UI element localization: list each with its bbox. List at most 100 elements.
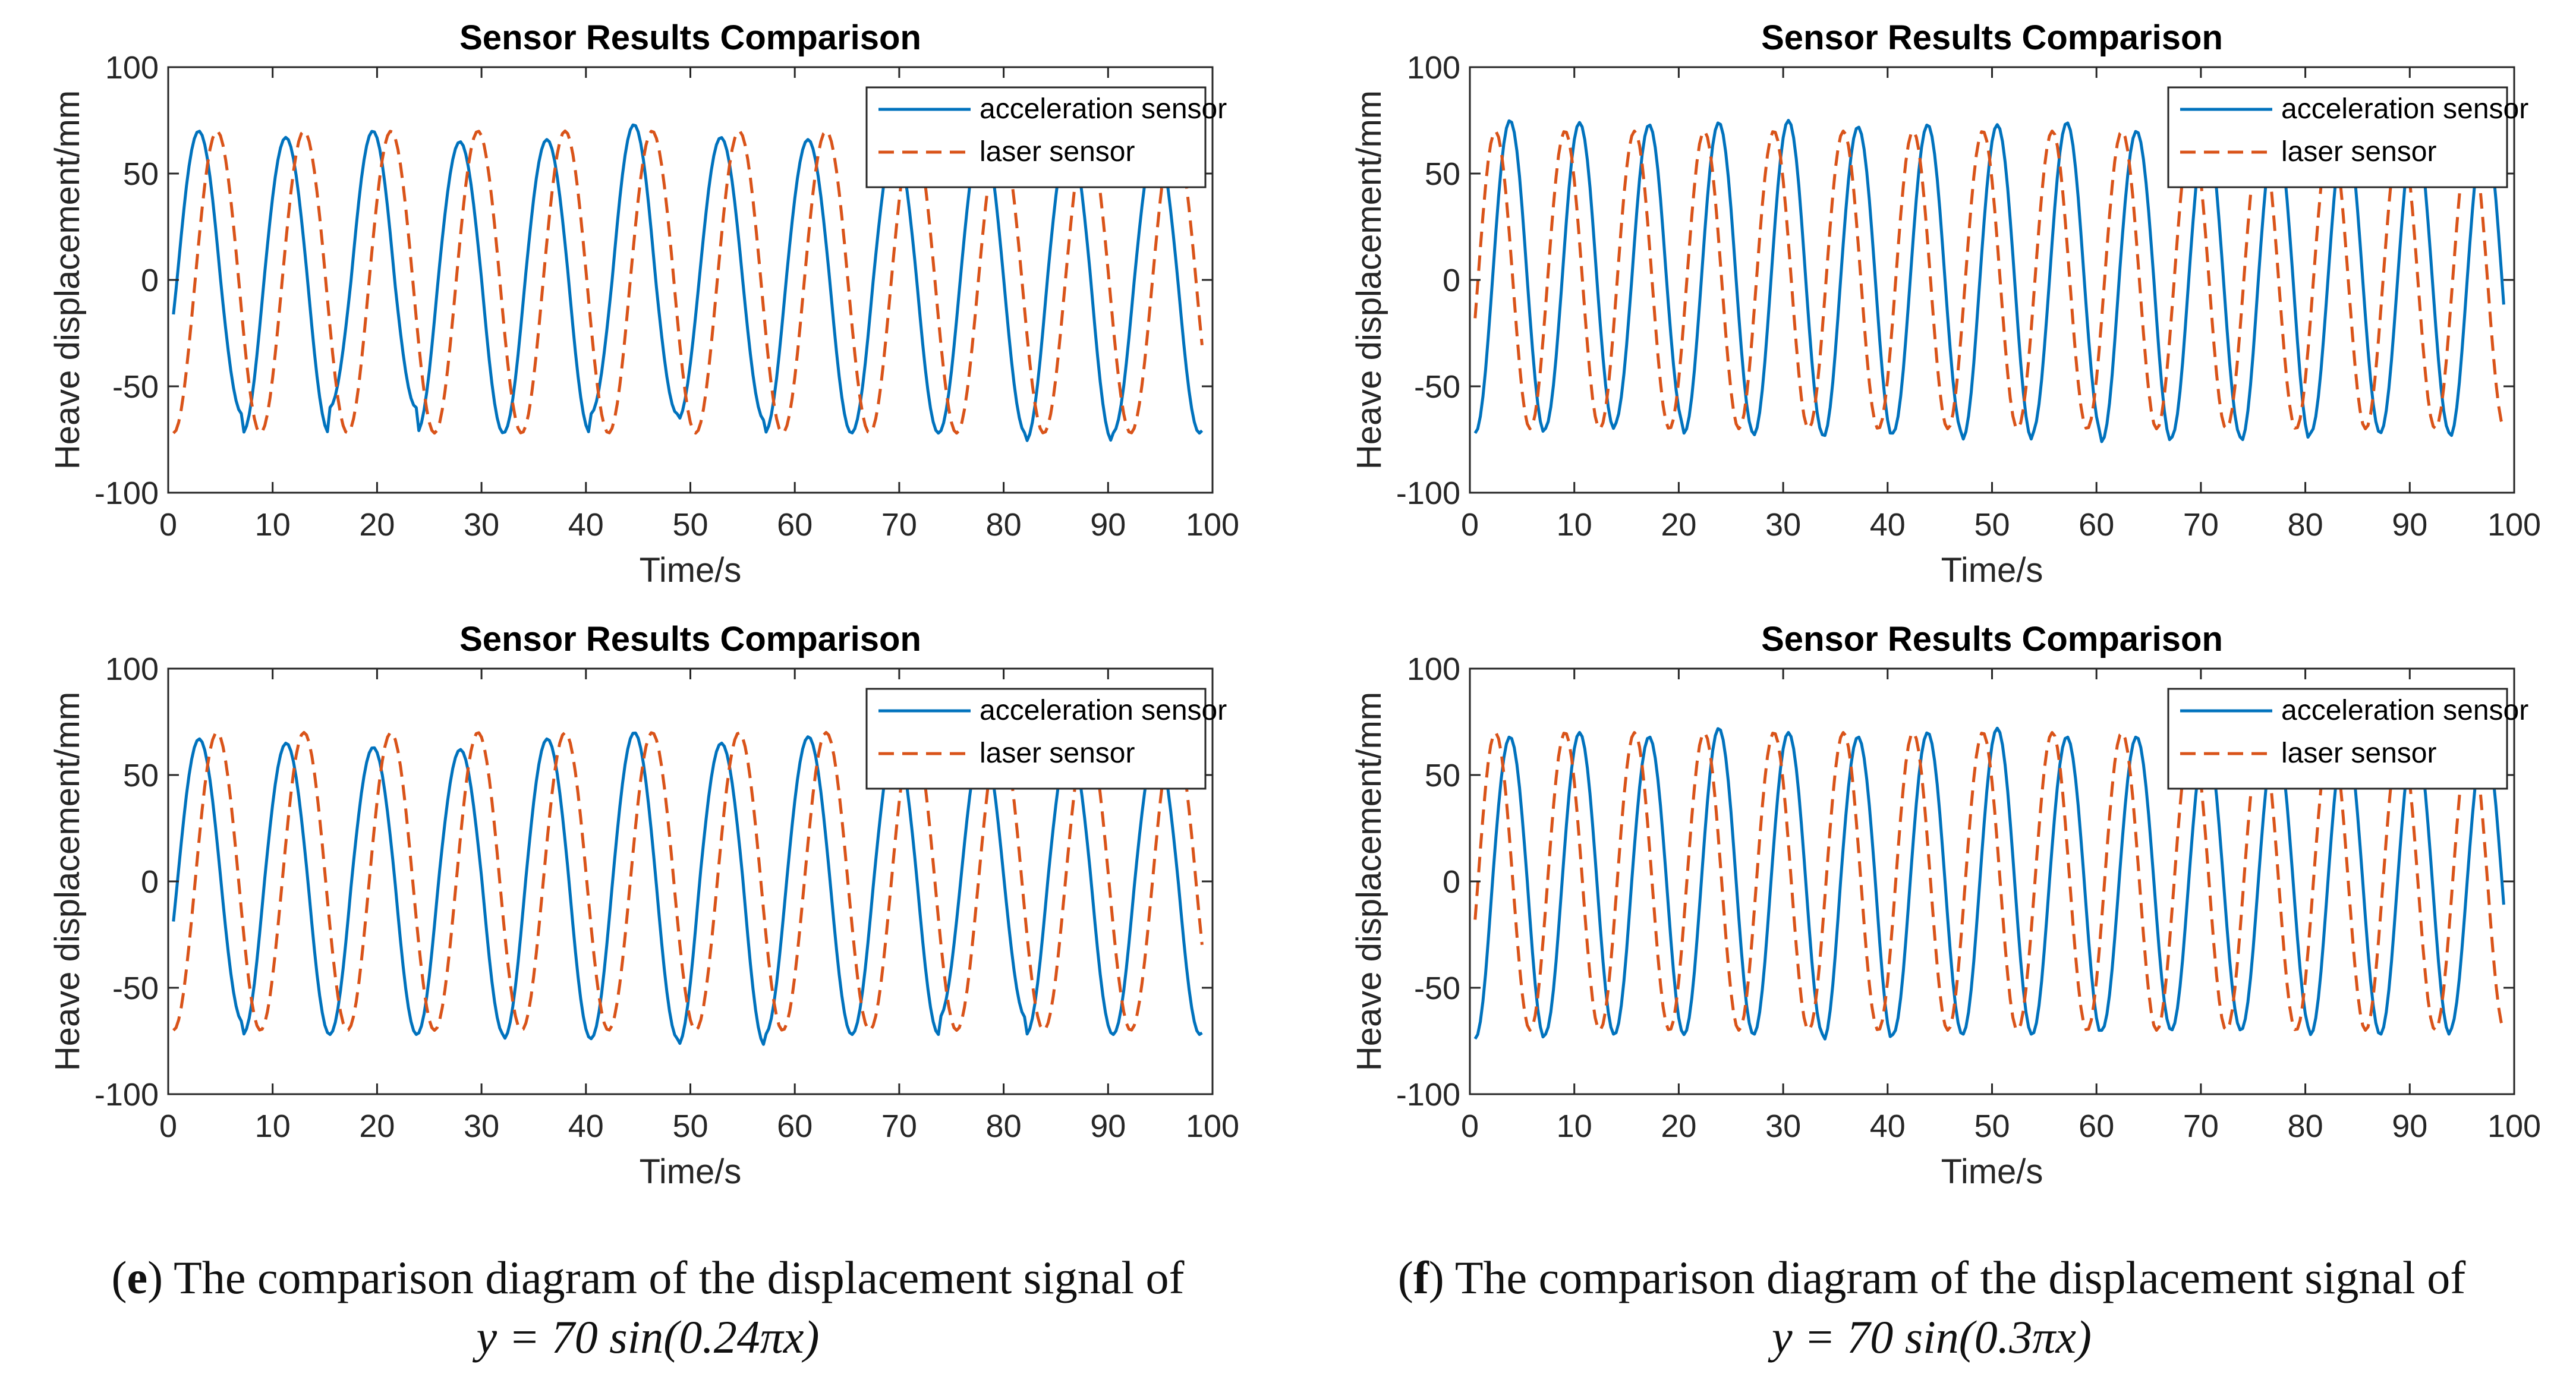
x-tick-label: 70 [2183, 507, 2219, 543]
x-tick-label: 0 [159, 507, 177, 543]
caption-f-text: ) The comparison diagram of the displace… [1428, 1252, 2466, 1303]
y-tick-label: 100 [1407, 651, 1460, 687]
y-tick-label: 0 [141, 864, 159, 900]
legend: acceleration sensor laser sensor [865, 688, 1227, 790]
legend-label: laser sensor [980, 136, 1135, 168]
y-tick-label: 100 [105, 50, 159, 86]
x-tick-label: 30 [1765, 1108, 1801, 1144]
y-tick-label: -100 [1396, 1077, 1460, 1113]
legend-label: laser sensor [2281, 136, 2436, 168]
y-tick-label: 50 [1425, 156, 1460, 192]
x-axis-label: Time/s [1941, 551, 2043, 590]
legend-label: laser sensor [2281, 738, 2436, 769]
x-tick-label: 50 [1974, 1108, 2010, 1144]
x-tick-label: 100 [2487, 1108, 2541, 1144]
laser-sensor-line [172, 129, 1204, 435]
laser-sensor-line [1473, 731, 2505, 1032]
x-tick-label: 80 [986, 1108, 1022, 1144]
laser-sensor-line [172, 730, 1204, 1032]
legend: acceleration sensor laser sensor [2167, 86, 2528, 188]
y-tick-label: -50 [112, 971, 159, 1006]
series-group [172, 730, 1204, 1046]
caption-e-line1: (e) The comparison diagram of the displa… [6, 1248, 1290, 1308]
x-tick-label: 90 [2392, 1108, 2427, 1144]
y-tick-label: -100 [95, 475, 159, 511]
y-tick-label: 0 [141, 263, 159, 298]
y-tick-label: 100 [105, 651, 159, 687]
x-tick-label: 100 [1186, 507, 1239, 543]
x-tick-label: 40 [568, 1108, 604, 1144]
acceleration-sensor-line [172, 731, 1203, 1046]
caption-e-prefix: ( [111, 1252, 127, 1303]
x-tick-label: 20 [1661, 507, 1696, 543]
laser-sensor-line [1473, 130, 2505, 430]
y-tick-label: 50 [123, 758, 159, 793]
series-group [1473, 119, 2505, 443]
legend: acceleration sensor laser sensor [865, 86, 1227, 188]
x-axis-label: Time/s [640, 1152, 742, 1191]
y-tick-label: -50 [1414, 971, 1460, 1006]
series-group [1473, 726, 2505, 1041]
caption-f: (f) The comparison diagram of the displa… [1290, 1248, 2574, 1367]
chart-f-bottom: 0 10 20 30 40 50 60 70 80 90 100 -100 -50 0 50 100 Senso… [1350, 620, 2541, 1191]
x-tick-label: 30 [464, 507, 499, 543]
x-tick-label: 100 [2487, 507, 2541, 543]
chart-title: Sensor Results Comparison [1761, 18, 2223, 57]
y-tick-label: -50 [1414, 369, 1460, 405]
x-tick-label: 10 [1557, 1108, 1592, 1144]
y-tick-label: -100 [95, 1077, 159, 1113]
y-tick-label: -50 [112, 369, 159, 405]
legend-box [2167, 86, 2508, 188]
legend-box [865, 86, 1207, 188]
x-tick-label: 0 [1461, 1108, 1479, 1144]
caption-e: (e) The comparison diagram of the displa… [6, 1248, 1290, 1367]
chart-title: Sensor Results Comparison [459, 620, 921, 659]
chart-f-top: 0 10 20 30 40 50 60 70 80 90 100 -100 -50 0 50 100 Senso… [1350, 18, 2541, 590]
legend-label: acceleration sensor [2281, 695, 2528, 726]
x-tick-label: 20 [359, 1108, 395, 1144]
caption-f-line1: (f) The comparison diagram of the displa… [1290, 1248, 2574, 1308]
x-tick-label: 40 [1870, 1108, 1906, 1144]
chart-title: Sensor Results Comparison [1761, 620, 2223, 659]
x-tick-label: 60 [2079, 1108, 2114, 1144]
x-tick-label: 40 [568, 507, 604, 543]
x-tick-label: 100 [1186, 1108, 1239, 1144]
chart-e-bottom: 0 10 20 30 40 50 60 70 80 90 100 -100 -50 0 50 100 Senso… [48, 620, 1239, 1191]
caption-f-letter: f [1413, 1252, 1429, 1303]
x-axis-label: Time/s [640, 551, 742, 590]
x-tick-label: 50 [1974, 507, 2010, 543]
y-tick-label: -100 [1396, 475, 1460, 511]
x-tick-label: 30 [464, 1108, 499, 1144]
legend: acceleration sensor laser sensor [2167, 688, 2528, 790]
x-tick-label: 80 [986, 507, 1022, 543]
caption-e-letter: e [127, 1252, 148, 1303]
x-tick-label: 70 [881, 507, 917, 543]
caption-f-formula: y = 70 sin(0.3πx) [1772, 1311, 2092, 1363]
x-tick-label: 60 [777, 1108, 813, 1144]
acceleration-sensor-line [172, 123, 1204, 442]
x-tick-label: 70 [2183, 1108, 2219, 1144]
legend-label: laser sensor [980, 738, 1135, 769]
x-tick-label: 40 [1870, 507, 1906, 543]
y-tick-label: 0 [1443, 263, 1460, 298]
x-tick-label: 30 [1765, 507, 1801, 543]
caption-e-formula: y = 70 sin(0.24πx) [476, 1311, 820, 1363]
x-tick-label: 60 [2079, 507, 2114, 543]
x-tick-label: 90 [2392, 507, 2427, 543]
legend-box [865, 688, 1207, 790]
x-tick-label: 0 [1461, 507, 1479, 543]
x-tick-label: 70 [881, 1108, 917, 1144]
legend-label: acceleration sensor [980, 93, 1227, 125]
x-tick-label: 80 [2288, 1108, 2323, 1144]
y-axis-label: Heave displacement/mm [48, 90, 87, 470]
x-tick-label: 20 [359, 507, 395, 543]
x-tick-label: 10 [1557, 507, 1592, 543]
y-tick-label: 100 [1407, 50, 1460, 86]
chart-e-top: 0 10 20 30 40 50 60 70 80 90 100 -100 -50 0 50 100 Senso… [48, 18, 1239, 590]
x-tick-label: 50 [672, 1108, 708, 1144]
x-tick-label: 0 [159, 1108, 177, 1144]
x-tick-label: 10 [255, 507, 291, 543]
x-tick-label: 10 [255, 1108, 291, 1144]
y-tick-label: 50 [1425, 758, 1460, 793]
